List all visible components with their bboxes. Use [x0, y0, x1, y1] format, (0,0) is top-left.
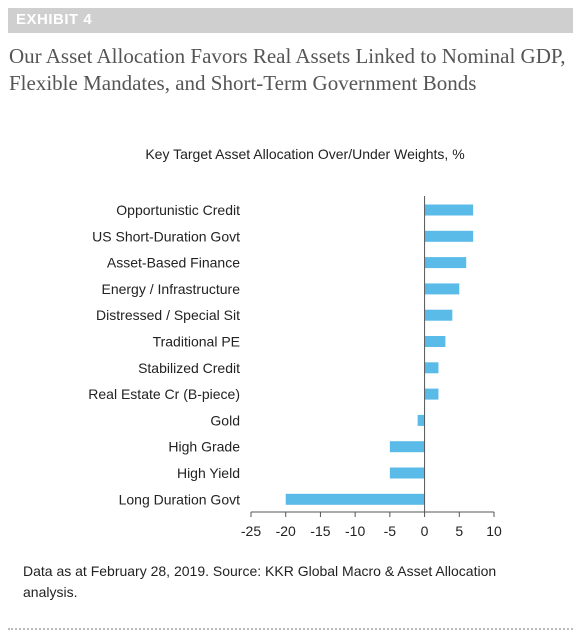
bar	[424, 257, 467, 269]
bar	[424, 309, 453, 321]
category-label: Traditional PE	[153, 334, 240, 350]
category-label: High Yield	[177, 465, 240, 481]
x-tick-label: 5	[455, 523, 463, 539]
x-tick-label: -10	[345, 523, 365, 539]
x-tick-label: -25	[241, 523, 261, 539]
bar	[424, 362, 439, 374]
x-tick-label: -20	[276, 523, 296, 539]
category-label: Long Duration Govt	[119, 491, 241, 507]
page-title: Our Asset Allocation Favors Real Assets …	[9, 44, 566, 95]
category-label: High Grade	[168, 439, 240, 455]
bar	[424, 204, 474, 216]
x-tick-label: 10	[486, 523, 502, 539]
bar	[424, 336, 446, 347]
category-label: Stabilized Credit	[138, 360, 240, 376]
exhibit-banner: EXHIBIT 4	[8, 8, 573, 33]
category-label: Asset-Based Finance	[107, 255, 240, 271]
bar	[417, 414, 425, 426]
chart-title: Key Target Asset Allocation Over/Under W…	[145, 146, 465, 162]
bar	[389, 441, 425, 453]
bar	[389, 467, 425, 479]
category-label: Gold	[210, 412, 240, 428]
category-label: US Short-Duration Govt	[92, 228, 240, 244]
category-label: Real Estate Cr (B-piece)	[88, 386, 240, 402]
bar	[424, 283, 460, 295]
category-label: Energy / Infrastructure	[101, 281, 240, 297]
x-tick-label: 0	[421, 523, 429, 539]
bottom-divider	[8, 628, 573, 630]
bar	[285, 493, 425, 505]
bar	[424, 230, 474, 242]
bar-chart: Opportunistic Credit US Short-Duration Go…	[88, 196, 502, 539]
category-label: Distressed / Special Sit	[96, 307, 240, 323]
category-label: Opportunistic Credit	[116, 202, 240, 218]
x-tick-label: -5	[384, 523, 397, 539]
exhibit-label: EXHIBIT 4	[16, 11, 93, 28]
x-tick-label: -15	[310, 523, 330, 539]
source-note: Data as at February 28, 2019. Source: KK…	[23, 563, 497, 600]
bar	[424, 388, 439, 400]
